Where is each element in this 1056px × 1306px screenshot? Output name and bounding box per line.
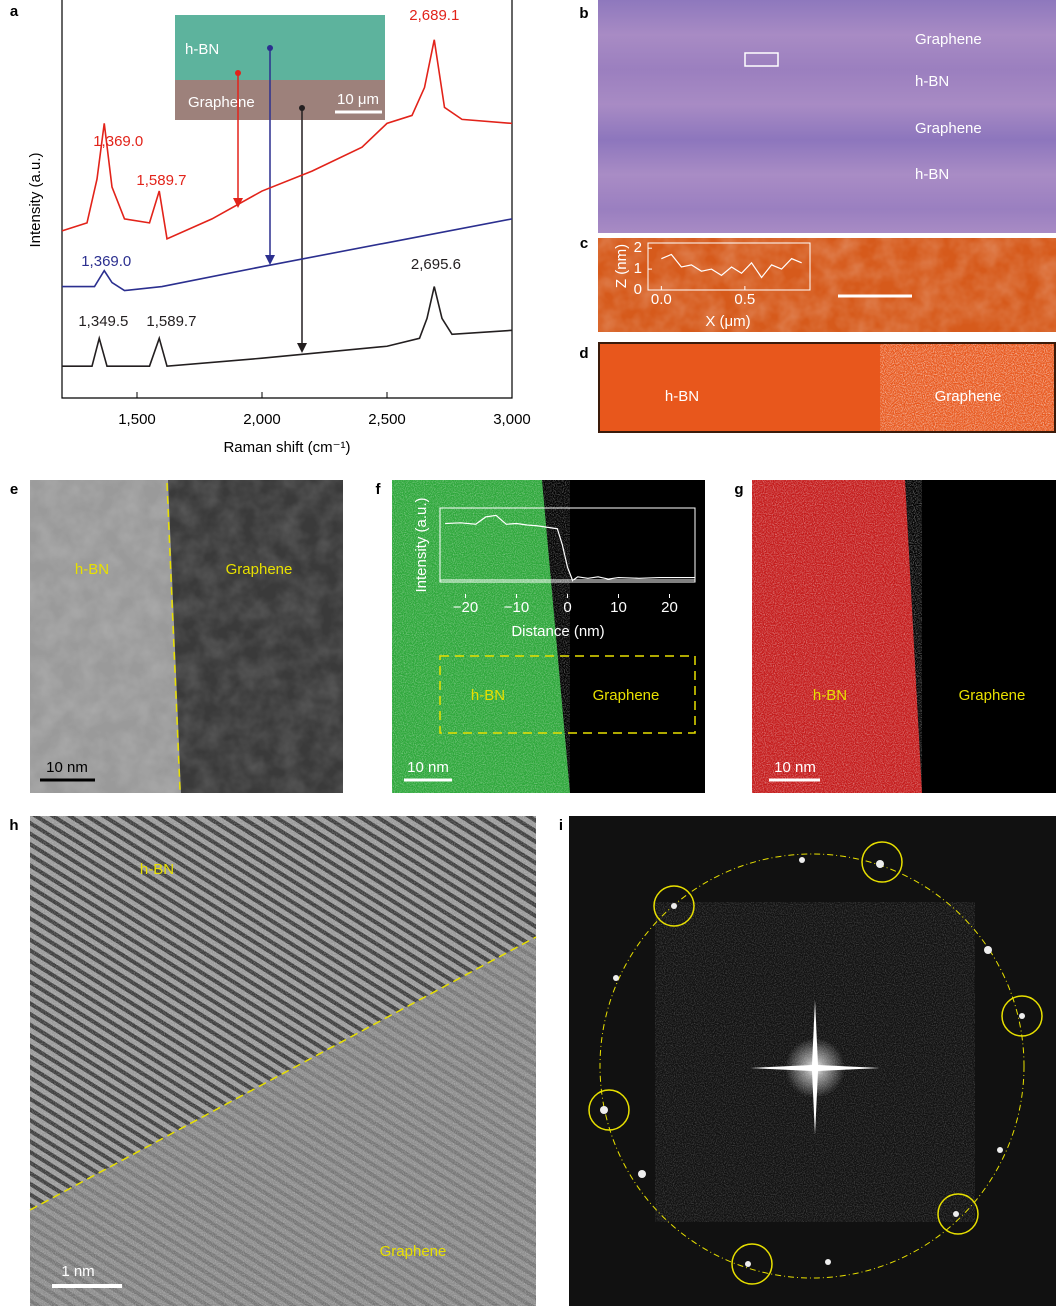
region-label: Graphene bbox=[935, 388, 1002, 405]
x-tick-label: 0 bbox=[563, 599, 571, 616]
region-label: Graphene bbox=[593, 687, 660, 704]
hrtem-texture bbox=[30, 816, 536, 1306]
inset-label: h-BN bbox=[185, 41, 219, 58]
spectrum bbox=[62, 287, 512, 367]
scale-label: 10 nm bbox=[407, 759, 449, 776]
stem-texture bbox=[30, 480, 343, 793]
region-label: h-BN bbox=[471, 687, 505, 704]
afm-texture bbox=[598, 238, 1056, 332]
arrowhead bbox=[265, 255, 275, 265]
region-label: Graphene bbox=[959, 687, 1026, 704]
arrowhead bbox=[297, 343, 307, 353]
fft-spot bbox=[1019, 1013, 1025, 1019]
fft-spot bbox=[953, 1211, 959, 1217]
region-label: h-BN bbox=[140, 861, 174, 878]
fft-spot bbox=[671, 903, 677, 909]
x-axis-label: X (μm) bbox=[705, 313, 750, 330]
region-label: h-BN bbox=[813, 687, 847, 704]
x-tick-label: 20 bbox=[661, 599, 678, 616]
peak-label: 2,689.1 bbox=[409, 7, 459, 24]
page: {"panels":{ "a":{"letter":"a","ylabel":"… bbox=[0, 0, 1056, 1306]
x-tick-label: 0.5 bbox=[734, 291, 755, 308]
peak-label: 1,589.7 bbox=[146, 313, 196, 330]
x-tick-label: 0.0 bbox=[651, 291, 672, 308]
x-tick-label: 3,000 bbox=[493, 411, 531, 428]
figure: h-BN Graphene 10 μm Intensity (a.u.) Ram… bbox=[0, 0, 1056, 1306]
panel-letter: g bbox=[734, 481, 743, 498]
fft-spot bbox=[613, 975, 619, 981]
peak-label: 1,369.0 bbox=[81, 253, 131, 270]
panel-letter: a bbox=[10, 3, 19, 20]
x-axis-label: Raman shift (cm⁻¹) bbox=[223, 439, 350, 456]
panel-letter: d bbox=[579, 345, 588, 362]
y-tick-label: 2 bbox=[634, 239, 642, 256]
region-label: Graphene bbox=[226, 561, 293, 578]
region-label: h-BN bbox=[665, 388, 699, 405]
panel-letter: b bbox=[579, 5, 588, 22]
eels-texture bbox=[752, 480, 922, 793]
scale-label: 10 nm bbox=[46, 759, 88, 776]
y-tick-label: 0 bbox=[634, 281, 642, 298]
x-tick-label: 2,500 bbox=[368, 411, 406, 428]
panel-letter: c bbox=[580, 235, 588, 252]
stripe-label: Graphene bbox=[915, 31, 982, 48]
fft-spot bbox=[825, 1259, 831, 1265]
fft-spot bbox=[984, 946, 992, 954]
panel-letter: e bbox=[10, 481, 18, 498]
peak-label: 1,589.7 bbox=[136, 172, 186, 189]
peak-label: 1,349.5 bbox=[78, 313, 128, 330]
x-tick-label: −20 bbox=[453, 599, 478, 616]
y-axis-label: Z (nm) bbox=[613, 244, 630, 288]
scale-label: 10 μm bbox=[337, 91, 379, 108]
probe-dot bbox=[267, 45, 273, 51]
scale-label: 1 nm bbox=[61, 1263, 94, 1280]
x-axis-label: Distance (nm) bbox=[511, 623, 604, 640]
fft-spot bbox=[745, 1261, 751, 1267]
y-axis-label: Intensity (a.u.) bbox=[27, 152, 44, 247]
peak-label: 1,369.0 bbox=[93, 133, 143, 150]
fft-spot bbox=[799, 857, 805, 863]
x-tick-label: 1,500 bbox=[118, 411, 156, 428]
probe-dot bbox=[235, 70, 241, 76]
fft-spot bbox=[997, 1147, 1003, 1153]
x-tick-label: 2,000 bbox=[243, 411, 281, 428]
scale-label: 10 nm bbox=[774, 759, 816, 776]
stripe-label: h-BN bbox=[915, 166, 949, 183]
panel-letter: h bbox=[9, 817, 18, 834]
panel-letter: i bbox=[559, 817, 563, 834]
region-label: h-BN bbox=[75, 561, 109, 578]
x-tick-label: 10 bbox=[610, 599, 627, 616]
fft-spot bbox=[600, 1106, 608, 1114]
panel-letter: f bbox=[376, 481, 382, 498]
fft-spot bbox=[638, 1170, 646, 1178]
stripe-label: Graphene bbox=[915, 120, 982, 137]
peak-label: 2,695.6 bbox=[411, 256, 461, 273]
region-label: Graphene bbox=[380, 1243, 447, 1260]
inset-label: Graphene bbox=[188, 94, 255, 111]
probe-dot bbox=[299, 105, 305, 111]
x-tick-label: −10 bbox=[504, 599, 529, 616]
optical-image bbox=[598, 0, 1056, 233]
stripe-label: h-BN bbox=[915, 73, 949, 90]
y-axis-label: Intensity (a.u.) bbox=[413, 497, 430, 592]
fft-spot bbox=[876, 860, 884, 868]
y-tick-label: 1 bbox=[634, 260, 642, 277]
